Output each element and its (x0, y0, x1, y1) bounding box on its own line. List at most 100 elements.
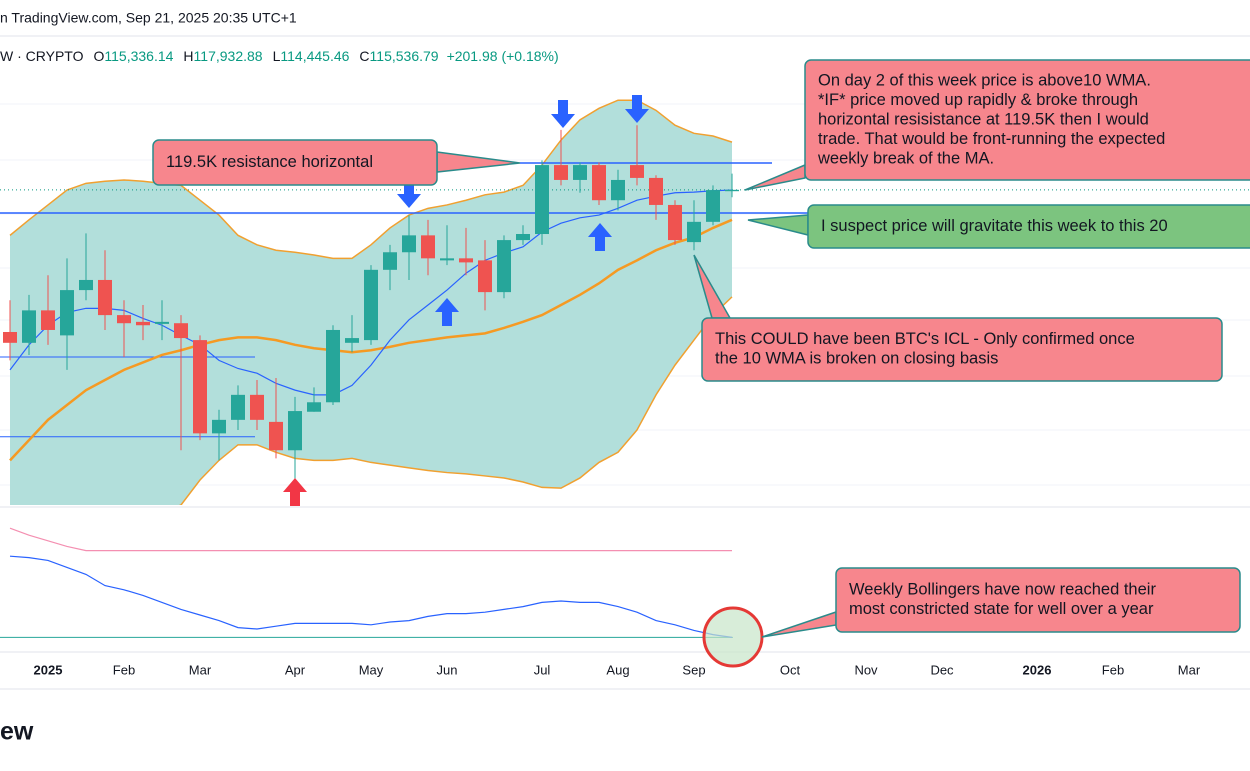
candle-body (535, 165, 549, 235)
annotation-box (701, 317, 1223, 382)
candle-body (725, 189, 739, 192)
candle-body (573, 165, 587, 180)
x-axis-label: Jun (437, 662, 458, 677)
arrow-up (435, 298, 459, 326)
ohlc-value: 117,932.88 (194, 48, 263, 64)
indicator-signal (9, 527, 732, 552)
candle-body (79, 279, 93, 291)
candle-body (421, 235, 435, 259)
ohlc-value: 114,445.46 (280, 48, 349, 64)
candle-body (269, 421, 283, 451)
candle-body (497, 240, 511, 293)
annotation-text: 119.5K resistance horizontal (166, 153, 373, 171)
candle-body (592, 165, 606, 201)
candle-body (706, 190, 720, 222)
x-axis-label: 2025 (34, 662, 63, 677)
band-upper (9, 99, 733, 260)
annotation-text: the 10 WMA is broken on closing basis (715, 350, 998, 368)
candle-body (326, 329, 340, 403)
ohlc-value: 115,536.79 (370, 48, 439, 64)
candle-body (193, 340, 207, 434)
x-axis-label: Sep (682, 662, 705, 677)
annotation-text: most constricted state for well over a y… (849, 600, 1154, 618)
annotation-box (835, 567, 1241, 633)
x-axis-label: Mar (189, 662, 212, 677)
arrow-up (283, 478, 307, 506)
price-pane (0, 99, 1250, 505)
arrow-down (551, 100, 575, 128)
x-axis-label: Aug (606, 662, 629, 677)
ohlc-value: 115,336.14 (104, 48, 173, 64)
x-axis-label: 2026 (1023, 662, 1052, 677)
wma20 (9, 218, 733, 462)
candle-body (554, 165, 568, 180)
candle-body (364, 269, 378, 341)
x-axis-label: May (359, 662, 384, 677)
candle-body (516, 234, 530, 241)
annotation-text: I suspect price will gravitate this week… (821, 217, 1168, 235)
x-axis-label: Nov (854, 662, 878, 677)
candle-body (155, 321, 169, 324)
annotation-box (152, 139, 438, 186)
annotation-text: trade. That would be front-running the e… (818, 130, 1165, 148)
candle-body (3, 331, 17, 343)
indicator-pane (0, 527, 733, 638)
annotation-text: weekly break of the MA. (817, 149, 994, 167)
x-axis-label: Feb (1102, 662, 1124, 677)
candle-body (231, 394, 245, 420)
candle-body (630, 165, 644, 178)
arrow-down (625, 95, 649, 123)
overlays: 119.5K resistance horizontal On day 2 of … (152, 59, 1250, 668)
ohlc-label: H (183, 48, 193, 64)
candle-body (60, 290, 74, 336)
indicator-line (9, 555, 733, 638)
candle-body (307, 402, 321, 412)
x-axis-label: Apr (285, 662, 306, 677)
header-source: n TradingView.com, Sep 21, 2025 20:35 UT… (0, 10, 297, 26)
candle-body (649, 177, 663, 205)
x-axis-label: Oct (780, 662, 801, 677)
band-lower (178, 296, 733, 505)
annotation-text: This COULD have been BTC's ICL - Only co… (715, 330, 1135, 348)
annotation-text: Weekly Bollingers have now reached their (849, 581, 1156, 599)
candle-body (459, 258, 473, 263)
candle-body (117, 315, 131, 324)
candle-body (174, 323, 188, 339)
candle-body (440, 258, 454, 261)
candle-body (288, 411, 302, 451)
annotation-text: On day 2 of this week price is above10 W… (818, 71, 1151, 89)
candle-body (687, 221, 701, 243)
logo: ew (0, 718, 34, 746)
annotation-box (807, 204, 1250, 249)
x-axis-label: Feb (113, 662, 135, 677)
candle-body (668, 204, 682, 241)
arrow-down (397, 180, 421, 208)
ohlc-label: C (359, 48, 369, 64)
wma10 (9, 189, 733, 396)
annotation-box (804, 59, 1250, 181)
highlight-circle (702, 606, 764, 668)
candle-body (212, 419, 226, 434)
change: +201.98 (+0.18%) (447, 48, 559, 64)
candle-body (250, 394, 264, 420)
candle-body (345, 338, 359, 343)
ohlc-label: O (94, 48, 105, 64)
symbol-info: W · CRYPTO O115,336.14 H117,932.88 L114,445… (0, 48, 559, 64)
candle-body (136, 321, 150, 326)
candle-body (478, 260, 492, 293)
annotation-text: *IF* price moved up rapidly & broke thro… (818, 91, 1138, 109)
candle-body (402, 235, 416, 253)
arrow-up (588, 223, 612, 251)
candle-body (98, 279, 112, 316)
x-axis-label: Jul (534, 662, 551, 677)
candle-body (611, 179, 625, 201)
annotation-text: horizontal resisistance at 119.5K then I… (818, 110, 1149, 128)
ohlc-label: L (273, 48, 281, 64)
candle-body (41, 310, 55, 330)
candle-body (22, 310, 36, 343)
x-axis-label: Dec (930, 662, 954, 677)
x-axis-label: Mar (1178, 662, 1201, 677)
candle-body (383, 252, 397, 270)
symbol: W · CRYPTO (0, 48, 84, 64)
